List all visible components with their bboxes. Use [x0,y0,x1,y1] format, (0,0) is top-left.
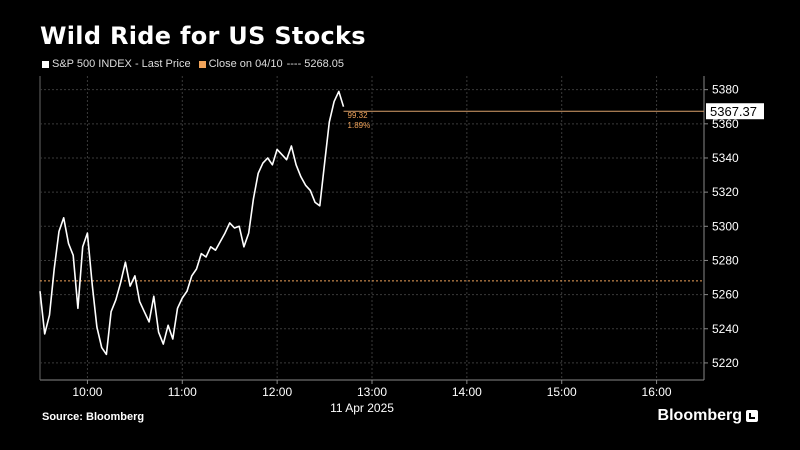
legend-item-close: Close on 04/10 ---- 5268.05 [198,58,345,70]
y-tick-label: 5260 [712,288,739,302]
x-tick-label: 16:00 [642,385,672,399]
brand-logo: Bloomberg [658,407,758,425]
last-price-box [706,103,764,120]
y-tick-label: 5280 [712,253,739,267]
source-note: Source: Bloomberg [42,411,145,423]
chart-title: Wild Ride for US Stocks [40,22,366,50]
last-price-label: 5367.37 [710,104,757,119]
x-tick-label: 14:00 [452,385,482,399]
y-tick-label: 5360 [712,117,739,131]
y-tick-label: 5380 [712,83,739,97]
price-series-line [39,90,345,356]
x-tick-label: 11:00 [168,385,197,399]
x-tick-label: 10:00 [72,385,102,399]
y-tick-label: 5320 [712,185,739,199]
legend-close-sep: ---- [286,58,302,70]
y-tick-label: 5220 [712,356,739,370]
legend-close-label: Close on 04/10 [208,58,283,70]
brand-name: Bloomberg [657,407,742,424]
change-percent-label: 1.89% [348,121,371,130]
brand-mark-icon [746,410,758,422]
x-tick-label: 15:00 [547,385,577,399]
legend-item-series: S&P 500 INDEX - Last Price [42,58,191,70]
y-tick-label: 5240 [712,322,739,336]
legend-series-label: S&P 500 INDEX - Last Price [52,58,191,70]
y-tick-label: 5340 [712,151,739,165]
legend-swatch-close [198,60,206,68]
x-tick-label: 13:00 [357,385,387,399]
chart-legend: S&P 500 INDEX - Last Price Close on 04/1… [42,58,352,70]
legend-close-value: 5268.05 [304,58,345,70]
legend-swatch-series [42,60,49,68]
y-tick-label: 5300 [712,219,739,233]
x-tick-label: 12:00 [262,385,292,399]
x-axis-label: 11 Apr 2025 [330,401,394,415]
change-points-label: 99.32 [348,111,369,120]
